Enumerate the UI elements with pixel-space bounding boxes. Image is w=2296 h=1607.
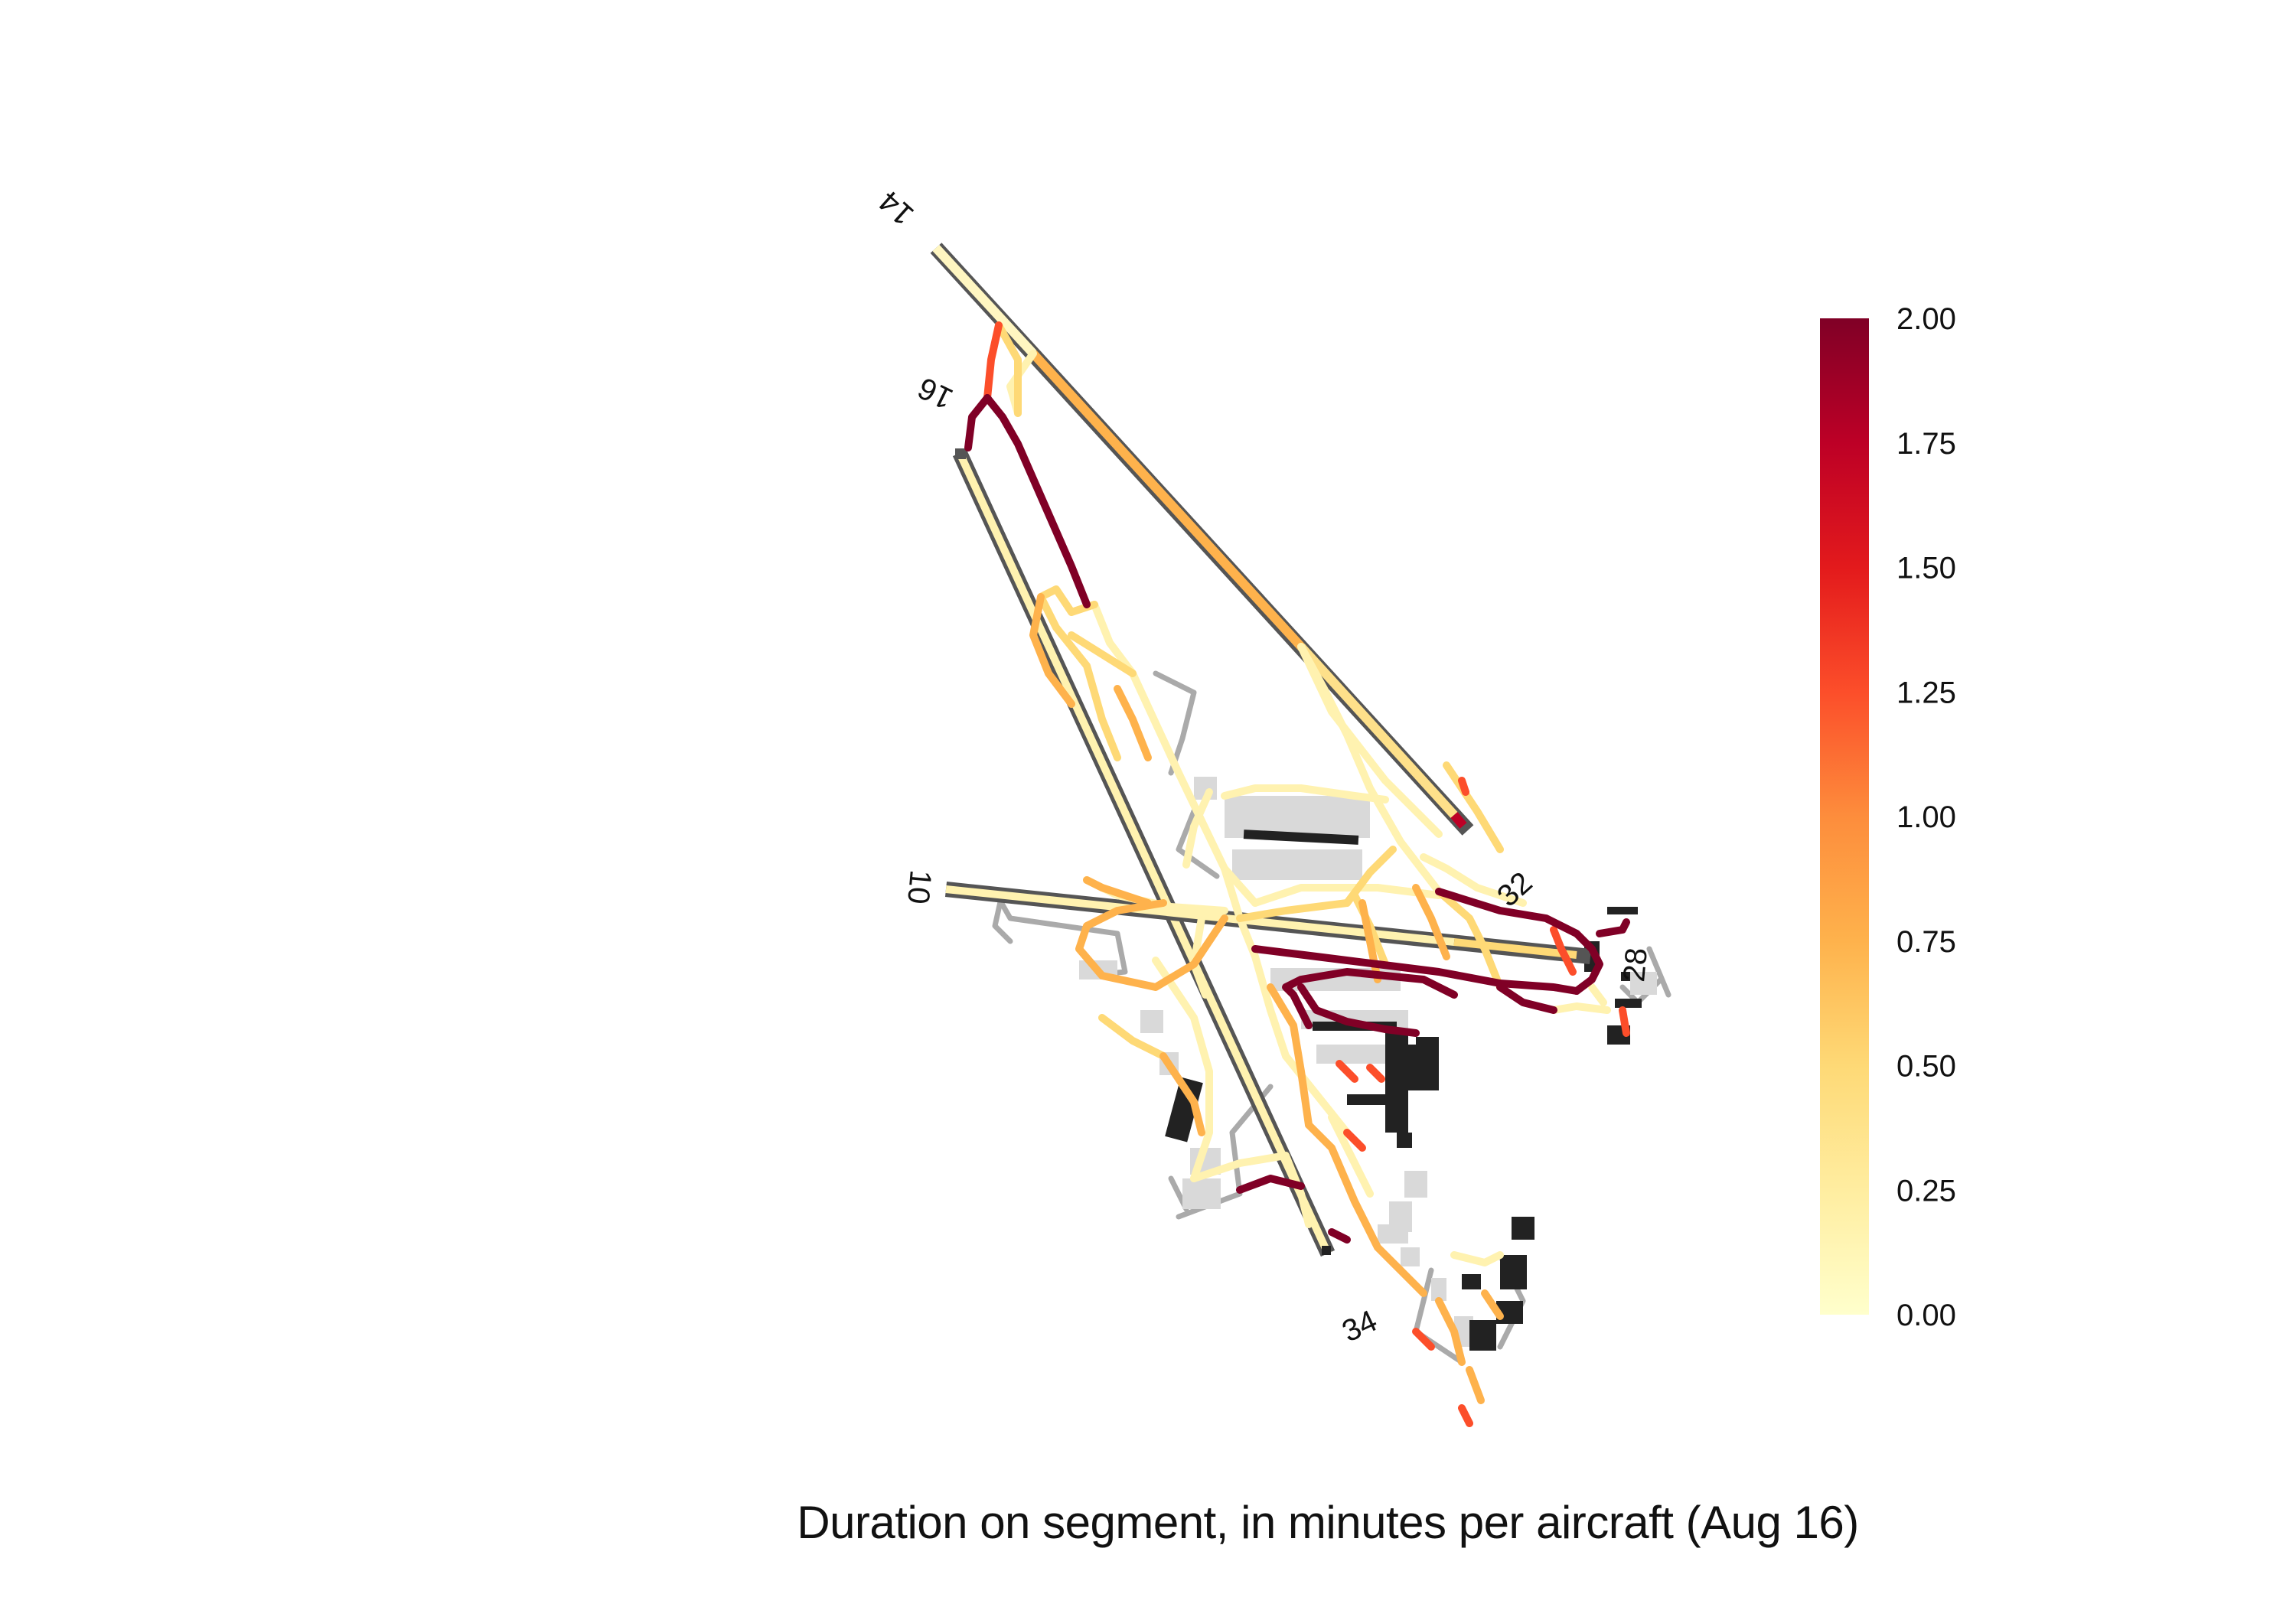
colorbar-tick-label: 0.75: [1896, 925, 1956, 959]
taxiways-mid-low: [995, 321, 1504, 1060]
taxiways-high: [983, 321, 1630, 1427]
colorbar-tick-label: 2.00: [1896, 302, 1956, 336]
hangar: [1607, 907, 1638, 914]
apron-block: [1182, 1178, 1221, 1209]
terminal-buildings: [1165, 830, 1642, 1351]
apron-block: [1630, 972, 1657, 995]
colorbar-tick-label: 0.00: [1896, 1299, 1956, 1332]
hangar: [1615, 999, 1642, 1008]
colorbar-tick-label: 1.50: [1896, 552, 1956, 585]
terminal-main: [1385, 1033, 1408, 1133]
terminal-bar: [1243, 830, 1359, 845]
runway-label-16: 16: [913, 370, 958, 416]
hangar: [1462, 1274, 1481, 1289]
runway-14-32: [930, 243, 1474, 836]
airport-diagram: [930, 243, 1671, 1427]
apron-block: [1401, 1247, 1420, 1266]
hangar: [1512, 1217, 1534, 1240]
colorbar-ticks: 0.00 0.25 0.50 0.75 1.00 1.25 1.50 1.75 2.00: [1896, 302, 1956, 1332]
taxiways-mid: [1029, 593, 1504, 1404]
colorbar-tick-label: 1.25: [1896, 676, 1956, 709]
runway-label-34: 34: [1337, 1304, 1382, 1349]
colorbar: 0.00 0.25 0.50 0.75 1.00 1.25 1.50 1.75 2.00: [1820, 302, 1956, 1332]
hangar: [1500, 1255, 1527, 1289]
runway-label-28: 28: [1617, 947, 1654, 983]
terminal-main: [1397, 1133, 1412, 1148]
hangar: [1469, 1320, 1496, 1351]
colorbar-tick-label: 0.25: [1896, 1174, 1956, 1208]
hangar: [1165, 1077, 1203, 1143]
apron-block: [1431, 1278, 1446, 1301]
runway-label-14: 14: [872, 184, 921, 231]
colorbar-gradient: [1820, 318, 1869, 1315]
colorbar-tick-label: 0.50: [1896, 1050, 1956, 1084]
colorbar-tick-label: 1.00: [1896, 800, 1956, 834]
hangar: [1621, 972, 1630, 981]
apron-block: [1378, 1224, 1408, 1244]
runway-16-34: [952, 448, 1336, 1257]
apron-block: [1404, 1171, 1427, 1198]
map-caption: Duration on segment, in minutes per airc…: [797, 1497, 1859, 1548]
apron-block: [1232, 849, 1362, 880]
apron-block: [1140, 1010, 1163, 1033]
taxiways-max: [964, 394, 1630, 1244]
terminal-main: [1416, 1037, 1439, 1056]
runway-label-10: 10: [901, 869, 938, 905]
colorbar-tick-label: 1.75: [1896, 427, 1956, 461]
